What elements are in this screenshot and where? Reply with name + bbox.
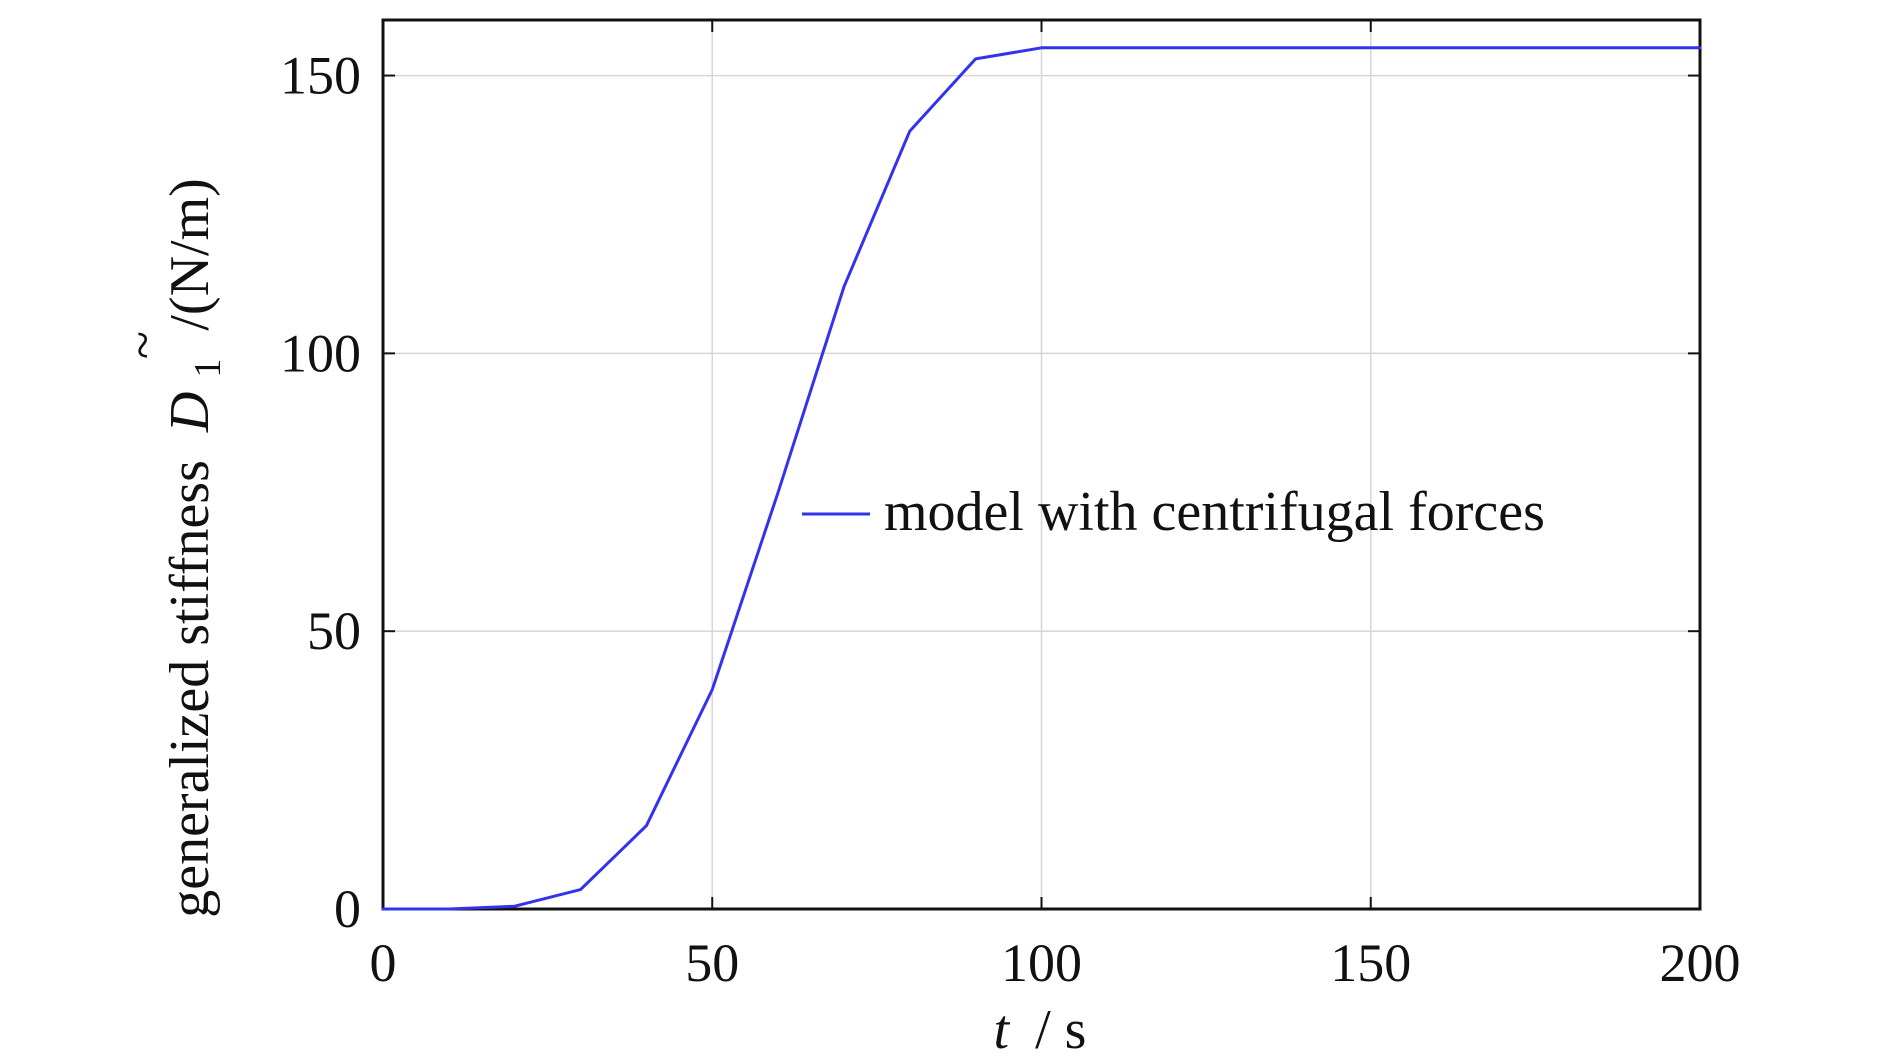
x-axis-unit: / s xyxy=(1035,999,1086,1061)
y-tick-label: 0 xyxy=(334,879,361,939)
x-tick-label: 150 xyxy=(1330,933,1411,993)
series-layer xyxy=(381,46,1702,911)
y-tick-labels: 0 50 100 150 xyxy=(280,46,361,939)
x-tick-label: 50 xyxy=(685,933,739,993)
x-tick-label: 0 xyxy=(370,933,397,993)
y-tick-label: 150 xyxy=(280,46,361,106)
y-tick-label: 100 xyxy=(280,323,361,383)
y-axis-tilde-accent: ~ xyxy=(115,331,172,359)
x-tick-labels: 0 50 100 150 200 xyxy=(370,933,1741,993)
y-axis-symbol: D xyxy=(159,392,221,433)
legend: model with centrifugal forces xyxy=(802,481,1545,543)
y-axis-prefix: generalized stiffness xyxy=(159,460,221,918)
y-axis-subscript: 1 xyxy=(187,359,229,378)
x-tick-label: 100 xyxy=(1001,933,1082,993)
y-tick-label: 50 xyxy=(307,601,361,661)
y-axis-label: generalized stiffness D 1 /(N/m) xyxy=(159,178,233,918)
grid xyxy=(383,20,1700,909)
svg-text:generalized stiffness D: generalized stiffness D 1 /(N/m) xyxy=(159,178,233,918)
x-axis-label: t / s xyxy=(994,999,1087,1061)
series-line-0 xyxy=(381,46,1702,911)
x-tick-label: 200 xyxy=(1660,933,1741,993)
y-axis-unit: /(N/m) xyxy=(159,178,221,330)
legend-label: model with centrifugal forces xyxy=(884,481,1545,543)
x-axis-variable: t xyxy=(994,999,1011,1061)
